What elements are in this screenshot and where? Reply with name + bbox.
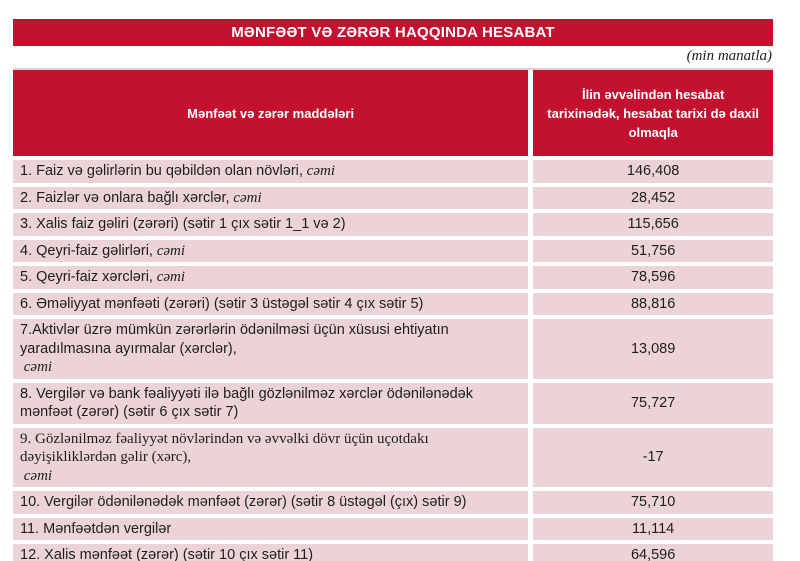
table-row: 2. Faizlər və onlara bağlı xərclər, cəmi… [13, 186, 773, 209]
table-row: 3. Xalis faiz gəliri (zərəri) (sətir 1 ç… [13, 213, 773, 236]
row-item: 10. Vergilər ödənilənədək mənfəət (zərər… [13, 491, 529, 514]
row-item: 8. Vergilər və bank fəaliyyəti ilə bağlı… [13, 382, 529, 424]
table-row: 10. Vergilər ödənilənədək mənfəət (zərər… [13, 491, 773, 514]
row-item: 2. Faizlər və onlara bağlı xərclər, cəmi [13, 186, 529, 209]
row-value: 13,089 [533, 319, 773, 379]
header-items-column: Mənfəət və zərər maddələri [13, 70, 529, 156]
row-item-text: 3. Xalis faiz gəliri (zərəri) (sətir 1 ç… [20, 216, 346, 232]
profit-loss-table: Mənfəət və zərər maddələri İlin əvvəlind… [13, 68, 773, 561]
row-item-italic: cəmi [152, 269, 186, 285]
row-item-italic: cəmi [229, 189, 262, 206]
row-item: 7.Aktivlər üzrə mümkün zərərlərin ödənil… [13, 319, 529, 379]
row-value: 115,656 [533, 213, 773, 236]
table-body: 1. Faiz və gəlirlərin bu qəbildən olan n… [13, 160, 773, 561]
row-item: 9. Gözlənilməz fəaliyyət növlərindən və … [13, 427, 529, 487]
row-item-text: 10. Vergilər ödənilənədək mənfəət (zərər… [20, 494, 467, 510]
report-title-bar: MƏNFƏƏT VƏ ZƏRƏR HAQQINDA HESABAT [13, 19, 773, 46]
row-value: 75,727 [533, 382, 773, 424]
report-title: MƏNFƏƏT VƏ ZƏRƏR HAQQINDA HESABAT [231, 24, 555, 41]
row-value: 75,710 [533, 491, 773, 514]
row-item: 1. Faiz və gəlirlərin bu qəbildən olan n… [13, 160, 529, 183]
table-row: 8. Vergilər və bank fəaliyyəti ilə bağlı… [13, 382, 773, 424]
row-value: 28,452 [533, 186, 773, 209]
table-header-row: Mənfəət və zərər maddələri İlin əvvəlind… [13, 68, 773, 156]
table-row: 5. Qeyri-faiz xərcləri, cəmi 78,596 [13, 266, 773, 289]
table-row: 9. Gözlənilməz fəaliyyət növlərindən və … [13, 427, 773, 487]
row-item-italic: cəmi [20, 467, 53, 484]
table-row: 4. Qeyri-faiz gəlirləri, cəmi 51,756 [13, 239, 773, 262]
unit-note: (min manatla) [686, 48, 772, 64]
row-item-italic: cəmi [152, 242, 186, 259]
row-value: 11,114 [533, 517, 773, 540]
table-row: 11. Mənfəətdən vergilər 11,114 [13, 517, 773, 540]
row-item-text: 11. Mənfəətdən vergilər [20, 520, 172, 537]
row-item-text: 5. Qeyri-faiz xərcləri, [20, 269, 153, 285]
row-value: 78,596 [533, 266, 773, 289]
row-item-text: 7.Aktivlər üzrə mümkün zərərlərin ödənil… [20, 322, 453, 357]
row-item: 11. Mənfəətdən vergilər [13, 517, 529, 540]
header-value-column: İlin əvvəlindən hesabat tarixinədək, hes… [533, 70, 773, 156]
row-item-text: 8. Vergilər və bank fəaliyyəti ilə bağlı… [20, 385, 478, 421]
row-value: -17 [533, 427, 773, 487]
row-item-text: 4. Qeyri-faiz gəlirləri, [20, 242, 153, 259]
row-item-text: 12. Xalis mənfəət (zərər) (sətir 10 çıx … [20, 547, 314, 561]
row-item: 3. Xalis faiz gəliri (zərəri) (sətir 1 ç… [13, 213, 529, 236]
row-item-text: 6. Əməliyyat mənfəəti (zərəri) (sətir 3 … [20, 295, 424, 312]
row-item-text: 9. Gözlənilməz fəaliyyət növlərindən və … [20, 430, 433, 466]
row-item: 5. Qeyri-faiz xərcləri, cəmi [13, 266, 529, 289]
row-value: 88,816 [533, 292, 773, 315]
row-value: 51,756 [533, 239, 773, 262]
row-item-text: 2. Faizlər və onlara bağlı xərclər, [20, 189, 230, 206]
row-value: 64,596 [533, 544, 773, 561]
row-item-italic: cəmi [302, 163, 335, 179]
row-item: 6. Əməliyyat mənfəəti (zərəri) (sətir 3 … [13, 292, 529, 315]
row-item: 12. Xalis mənfəət (zərər) (sətir 10 çıx … [13, 544, 529, 561]
row-item-italic: cəmi [20, 359, 53, 375]
table-row: 12. Xalis mənfəət (zərər) (sətir 10 çıx … [13, 544, 773, 561]
row-value: 146,408 [533, 160, 773, 183]
table-row: 1. Faiz və gəlirlərin bu qəbildən olan n… [13, 160, 773, 183]
row-item-text: 1. Faiz və gəlirlərin bu qəbildən olan n… [20, 163, 303, 179]
row-item: 4. Qeyri-faiz gəlirləri, cəmi [13, 239, 529, 262]
table-row: 7.Aktivlər üzrə mümkün zərərlərin ödənil… [13, 319, 773, 379]
table-row: 6. Əməliyyat mənfəəti (zərəri) (sətir 3 … [13, 292, 773, 315]
